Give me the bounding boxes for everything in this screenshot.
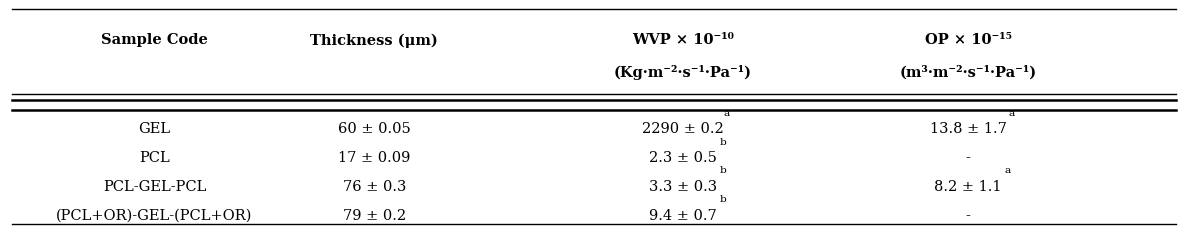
Text: a: a — [1005, 167, 1011, 175]
Text: 60 ± 0.05: 60 ± 0.05 — [337, 122, 411, 136]
Text: -: - — [966, 209, 971, 223]
Text: b: b — [720, 167, 727, 175]
Text: Sample Code: Sample Code — [101, 33, 208, 47]
Text: 13.8 ± 1.7: 13.8 ± 1.7 — [930, 122, 1006, 136]
Text: 3.3 ± 0.3: 3.3 ± 0.3 — [649, 180, 718, 194]
Text: b: b — [720, 138, 727, 146]
Text: (PCL+OR)-GEL-(PCL+OR): (PCL+OR)-GEL-(PCL+OR) — [56, 209, 253, 223]
Text: (Kg·m⁻²·s⁻¹·Pa⁻¹): (Kg·m⁻²·s⁻¹·Pa⁻¹) — [614, 65, 752, 80]
Text: 8.2 ± 1.1: 8.2 ± 1.1 — [935, 180, 1001, 194]
Text: OP × 10⁻¹⁵: OP × 10⁻¹⁵ — [924, 33, 1012, 47]
Text: PCL-GEL-PCL: PCL-GEL-PCL — [102, 180, 207, 194]
Text: a: a — [1009, 109, 1015, 118]
Text: PCL: PCL — [139, 151, 170, 165]
Text: 9.4 ± 0.7: 9.4 ± 0.7 — [649, 209, 718, 223]
Text: a: a — [723, 109, 729, 118]
Text: (m³·m⁻²·s⁻¹·Pa⁻¹): (m³·m⁻²·s⁻¹·Pa⁻¹) — [899, 66, 1037, 80]
Text: 2.3 ± 0.5: 2.3 ± 0.5 — [649, 151, 718, 165]
Text: 17 ± 0.09: 17 ± 0.09 — [339, 151, 410, 165]
Text: WVP × 10⁻¹⁰: WVP × 10⁻¹⁰ — [632, 33, 734, 47]
Text: GEL: GEL — [138, 122, 171, 136]
Text: 76 ± 0.3: 76 ± 0.3 — [342, 180, 406, 194]
Text: 2290 ± 0.2: 2290 ± 0.2 — [643, 122, 723, 136]
Text: 79 ± 0.2: 79 ± 0.2 — [342, 209, 406, 223]
Text: -: - — [966, 151, 971, 165]
Text: b: b — [720, 195, 727, 204]
Text: Thickness (μm): Thickness (μm) — [310, 33, 438, 48]
